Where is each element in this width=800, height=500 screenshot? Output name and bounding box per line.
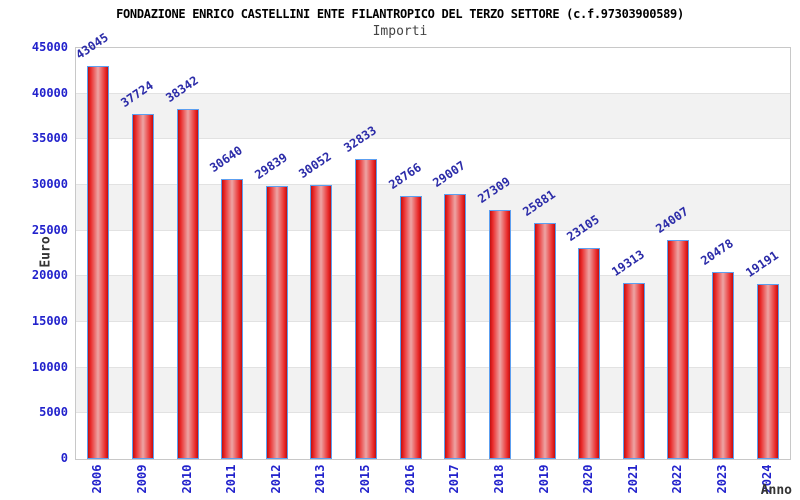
y-tick-label: 5000 [39, 405, 68, 420]
y-tick-label: 45000 [31, 40, 68, 54]
grid-band [76, 322, 790, 368]
bar [399, 196, 422, 459]
bar [265, 186, 288, 459]
grid-band [76, 139, 790, 185]
x-tick-label: 2010 [179, 464, 194, 494]
y-axis: 0 5000 10000 15000 20000 25000 30000 35000 40000… [0, 40, 68, 465]
bar [310, 185, 333, 459]
x-tick-label: 2021 [625, 464, 640, 494]
bar [221, 179, 244, 459]
bar [87, 66, 110, 459]
x-tick-label: 2017 [447, 464, 462, 494]
x-tick-label: 2006 [90, 464, 105, 494]
grid-band [76, 231, 790, 277]
bar [622, 283, 645, 459]
x-tick-label: 2012 [268, 464, 283, 494]
x-tick-label: 2023 [715, 464, 730, 494]
y-axis-title: Euro [38, 236, 54, 268]
y-tick-label: 15000 [31, 314, 68, 328]
x-axis-title: Anno [760, 483, 792, 498]
bar [756, 284, 779, 459]
x-tick-label: 2022 [670, 464, 685, 494]
x-tick-label: 2015 [358, 464, 373, 494]
x-tick-label: 2009 [134, 464, 149, 494]
y-tick-label: 40000 [31, 85, 68, 100]
bar [131, 114, 154, 459]
grid-band [76, 48, 790, 94]
bar [578, 248, 601, 459]
x-axis: 2006 2009 2010 2011 2012 2013 2015 2016 2017 2018… [75, 458, 789, 500]
x-tick-label: 2020 [581, 464, 596, 494]
chart-title: FONDAZIONE ENRICO CASTELLINI ENTE FILANT… [116, 7, 684, 21]
y-tick-label: 10000 [31, 359, 68, 374]
y-tick-label: 20000 [31, 268, 68, 283]
x-tick-label: 2013 [313, 464, 328, 494]
y-tick-label: 0 [60, 451, 68, 465]
bar [176, 109, 199, 459]
bar [488, 210, 511, 459]
bar [444, 194, 467, 459]
bar [355, 159, 378, 459]
chart-subtitle: Importi [372, 24, 428, 39]
y-tick-label: 25000 [31, 222, 68, 237]
y-tick-label: 35000 [31, 131, 68, 146]
x-tick-label: 2018 [491, 464, 506, 494]
bar [667, 240, 690, 459]
x-tick-label: 2019 [536, 464, 551, 494]
plot-area: 43045 37724 38342 30640 29839 30052 32833 28766… [73, 30, 791, 460]
x-tick-label: 2016 [402, 464, 417, 494]
bar [712, 272, 735, 459]
bar [533, 223, 556, 459]
x-tick-label: 2011 [224, 464, 239, 494]
y-tick-label: 30000 [31, 177, 68, 191]
